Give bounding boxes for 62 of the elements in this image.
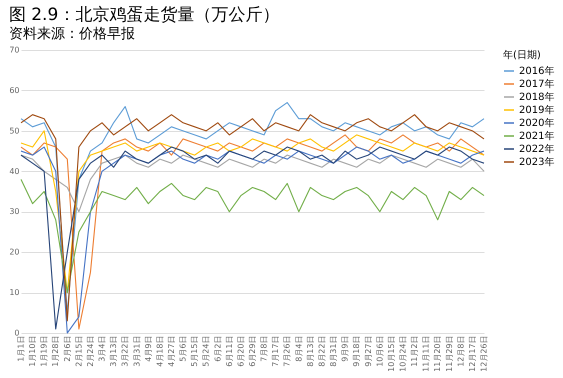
legend-title: 年(日期) — [503, 49, 541, 61]
legend-label: 2016年 — [519, 65, 554, 77]
x-tick-label: 8月22日 — [317, 336, 326, 367]
legend-label: 2018年 — [519, 91, 554, 103]
x-tick-label: 7月17日 — [271, 336, 280, 367]
legend-label: 2019年 — [519, 104, 554, 116]
legend-label: 2017年 — [519, 78, 554, 90]
text: 资料来源：价格早报 — [8, 26, 135, 42]
x-tick-label: 6月20日 — [236, 336, 246, 367]
x-tick-label: 3月31日 — [132, 336, 142, 367]
x-tick-label: 11月20日 — [433, 336, 442, 372]
x-tick-label: 8月31日 — [329, 336, 338, 367]
x-tick-label: 7月8日 — [260, 336, 269, 362]
x-tick-label: 6月29日 — [248, 336, 257, 367]
x-tick-label: 11月29日 — [444, 336, 454, 372]
x-tick-label: 12月8日 — [456, 336, 466, 367]
x-tick-label: 9月9日 — [340, 336, 350, 362]
x-tick-label: 4月9日 — [144, 336, 153, 362]
x-tick-label: 10月15日 — [386, 336, 396, 372]
x-tick-label: 7月26日 — [282, 336, 292, 367]
y-tick-label: 50 — [9, 126, 20, 136]
x-tick-label: 5月15日 — [190, 336, 200, 367]
x-tick-label: 3月13日 — [109, 336, 118, 367]
x-tick-label: 1月10日 — [28, 336, 38, 367]
x-tick-label: 10月24日 — [398, 336, 408, 372]
legend-label: 2020年 — [519, 117, 554, 129]
line-series — [20, 178, 485, 294]
y-tick-label: 40 — [9, 166, 20, 176]
legend-label: 2022年 — [519, 143, 554, 155]
x-tick-label: 9月27日 — [364, 336, 373, 367]
x-tick-label: 3月22日 — [120, 336, 130, 367]
chart-title: 图 2.9：北京鸡蛋走货量（万公斤） — [8, 5, 280, 25]
x-tick-label: 2月6日 — [62, 336, 72, 362]
x-tick-label: 11月11日 — [422, 336, 431, 372]
y-tick-label: 30 — [9, 207, 20, 216]
x-tick-label: 4月27日 — [166, 336, 176, 367]
x-tick-label: 1月28日 — [51, 336, 60, 367]
x-tick-label: 9月18日 — [352, 336, 362, 367]
x-tick-label: 2月24日 — [86, 336, 95, 367]
y-tick-label: 70 — [9, 46, 20, 54]
y-tick-label: 10 — [9, 288, 20, 298]
x-tick-label: 8月4日 — [294, 336, 304, 362]
legend-label: 2021年 — [519, 130, 554, 142]
x-tick-label: 1月19日 — [40, 336, 49, 367]
x-tick-label: 2月15日 — [74, 336, 84, 367]
y-tick-label: 0 — [14, 328, 20, 338]
y-tick-label: 60 — [9, 86, 20, 95]
x-tick-label: 4月18日 — [155, 336, 164, 367]
x-tick-label: 3月4日 — [98, 336, 107, 362]
x-tick-label: 10月6日 — [375, 336, 384, 367]
y-tick-label: 20 — [9, 248, 20, 257]
x-tick-label: 11月2日 — [410, 336, 420, 367]
line-series — [20, 154, 485, 212]
x-tick-label: 8月13日 — [306, 336, 315, 367]
x-tick-label: 12月26日 — [480, 336, 488, 372]
x-tick-label: 1月1日 — [16, 336, 26, 362]
x-tick-label: 6月2日 — [213, 336, 222, 362]
x-tick-label: 5月6日 — [178, 336, 188, 362]
x-tick-label: 5月24日 — [202, 336, 211, 367]
x-tick-label: 6月11日 — [224, 336, 234, 367]
x-tick-label: 12月17日 — [468, 336, 477, 372]
legend-label: 2023年 — [519, 156, 554, 168]
